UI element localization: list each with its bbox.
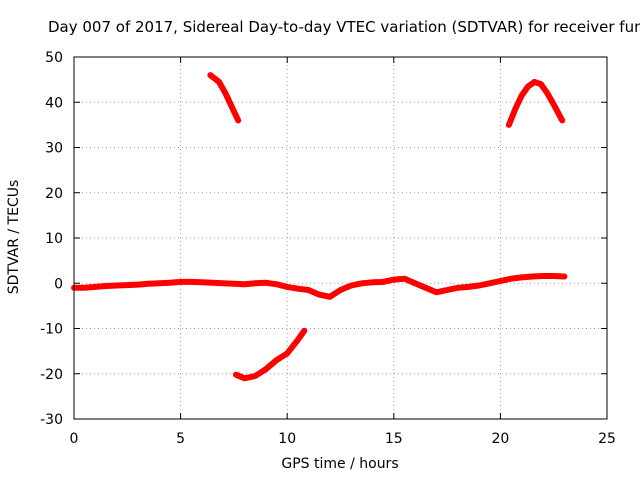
- y-tick-label: 50: [45, 50, 63, 66]
- x-tick-label: 10: [278, 431, 296, 447]
- series-main: [71, 273, 568, 300]
- axis-ticks: 0 5 10 15 20 25 -30 -20 -10 0 10 20 30 40 50: [40, 50, 616, 447]
- y-tick-label: 10: [45, 231, 63, 247]
- x-tick-label: 15: [385, 431, 403, 447]
- y-tick-label: -30: [40, 412, 63, 428]
- y-tick-label: 20: [45, 186, 63, 202]
- plot-frame: [73, 56, 608, 420]
- y-tick-label: -20: [40, 367, 63, 383]
- series-layer: [71, 72, 568, 382]
- x-tick-label: 20: [491, 431, 509, 447]
- y-tick-label: 0: [54, 276, 63, 292]
- x-axis-label: GPS time / hours: [281, 456, 399, 472]
- y-tick-label: -10: [40, 322, 63, 338]
- chart-title: Day 007 of 2017, Sidereal Day-to-day VTE…: [48, 18, 640, 36]
- y-tick-label: 40: [45, 95, 63, 111]
- series-arc-bottom: [233, 327, 308, 382]
- x-tick-label: 0: [70, 431, 79, 447]
- y-tick-label: 30: [45, 141, 63, 157]
- series-arc-top-left: [207, 72, 242, 124]
- x-tick-label: 5: [176, 431, 185, 447]
- grid-lines: [74, 57, 607, 419]
- series-arc-top-right: [505, 78, 566, 128]
- x-tick-label: 25: [598, 431, 616, 447]
